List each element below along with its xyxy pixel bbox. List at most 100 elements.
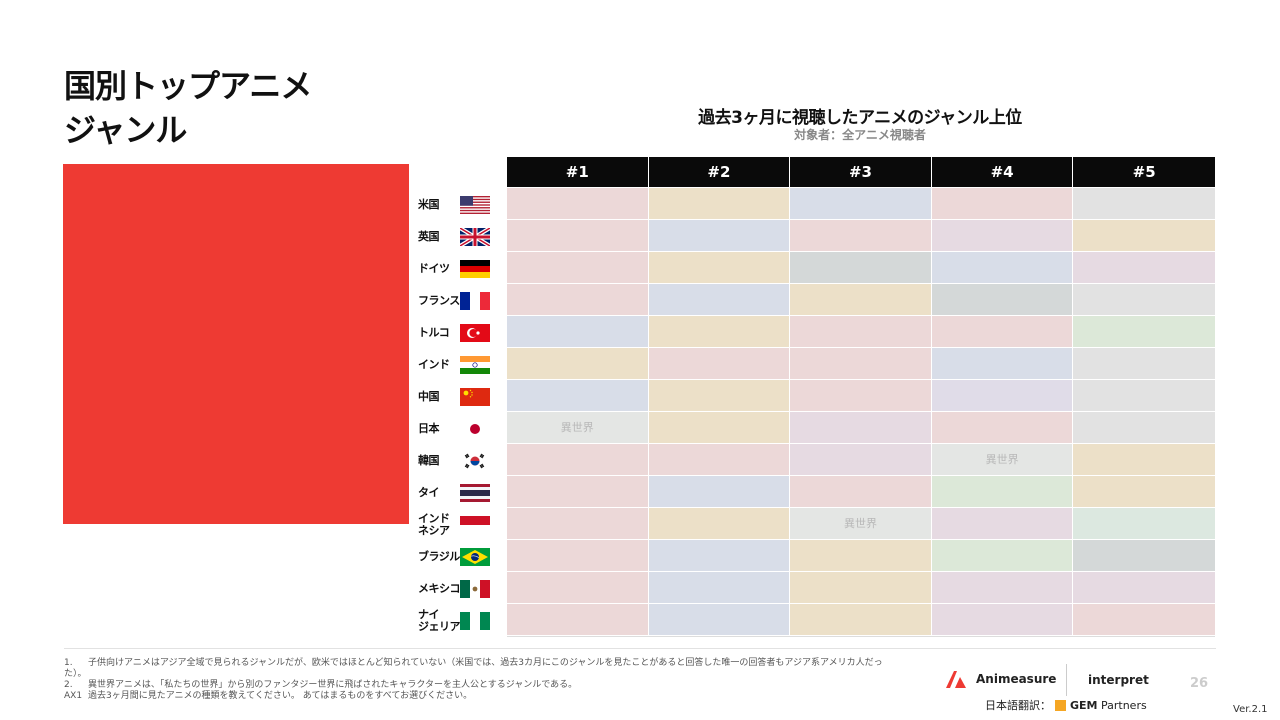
genre-cell <box>648 252 790 283</box>
india-flag-icon <box>460 356 490 374</box>
table-row <box>507 604 1215 635</box>
genre-cell <box>507 476 648 507</box>
genre-cell <box>1073 572 1215 603</box>
genre-cell <box>931 412 1073 443</box>
genre-cell <box>648 348 790 379</box>
genre-cell <box>790 284 931 315</box>
uk-flag-icon <box>460 228 490 246</box>
genre-cell <box>931 252 1073 283</box>
genre-cell <box>1073 220 1215 251</box>
gem-square-icon <box>1055 699 1066 711</box>
country-row: 日本 <box>418 415 502 443</box>
genre-cell <box>648 476 790 507</box>
country-row: 米国 <box>418 191 502 219</box>
table-row: 異世界 <box>507 508 1215 539</box>
country-row: ドイツ <box>418 255 502 283</box>
genre-cell <box>1073 444 1215 475</box>
genre-cell <box>648 412 790 443</box>
column-header-3: #3 <box>790 157 931 187</box>
genre-cell <box>507 572 648 603</box>
france-flag-icon <box>460 292 490 310</box>
country-name: メキシコ <box>418 582 461 595</box>
genre-cell <box>931 220 1073 251</box>
table-row <box>507 348 1215 379</box>
footnote-1: 1. 子供向けアニメはアジア全域で見られるジャンルだが、欧米ではほとんど知られてい… <box>64 658 883 679</box>
genre-cell <box>931 316 1073 347</box>
genre-cell <box>790 252 931 283</box>
grid-bottom-divider <box>507 636 1215 637</box>
genre-cell <box>648 572 790 603</box>
table-row <box>507 284 1215 315</box>
gem-wordmark: GEM <box>1070 698 1098 712</box>
country-row: ナイ ジェリア <box>418 607 502 635</box>
chart-title: 過去3ヶ月に視聴したアニメのジャンル上位 <box>698 108 1022 128</box>
column-header-1: #1 <box>507 157 648 187</box>
genre-cell <box>1073 316 1215 347</box>
genre-cell <box>1073 476 1215 507</box>
genre-grid: #1 #2 #3 #4 #5 異世界 異世界 異世界 <box>507 157 1215 635</box>
genre-cell <box>931 604 1073 635</box>
genre-cell <box>648 316 790 347</box>
nigeria-flag-icon <box>460 612 490 630</box>
genre-cell <box>790 316 931 347</box>
animeasure-logo: Animeasure <box>944 668 1056 690</box>
country-name: 日本 <box>418 422 440 435</box>
column-header-2: #2 <box>648 157 790 187</box>
genre-cell <box>507 508 648 539</box>
genre-cell <box>507 188 648 219</box>
table-row <box>507 316 1215 347</box>
logo-divider <box>1066 664 1067 696</box>
table-row <box>507 572 1215 603</box>
page-title: 国別トップアニメ ジャンル <box>64 64 312 152</box>
country-row: メキシコ <box>418 575 502 603</box>
translation-label: 日本語翻訳： <box>985 699 1051 712</box>
genre-cell <box>648 508 790 539</box>
grid-body: 異世界 異世界 異世界 <box>507 188 1215 635</box>
us-flag-icon <box>460 196 490 214</box>
mexico-flag-icon <box>460 580 490 598</box>
translation-credit: 日本語翻訳： GEM Partners <box>985 697 1147 713</box>
genre-cell <box>1073 540 1215 571</box>
country-row: 英国 <box>418 223 502 251</box>
country-row: タイ <box>418 479 502 507</box>
country-name: 米国 <box>418 198 440 211</box>
genre-cell: 異世界 <box>507 412 648 443</box>
column-header-5: #5 <box>1073 157 1215 187</box>
genre-cell <box>648 604 790 635</box>
genre-cell <box>790 572 931 603</box>
version-label: Ver.2.1 <box>1233 704 1268 715</box>
page-number: 26 <box>1190 676 1209 691</box>
chart-subtitle: 対象者：全アニメ視聴者 <box>794 128 926 142</box>
genre-cell: 異世界 <box>790 508 931 539</box>
genre-cell <box>790 220 931 251</box>
country-name: フランス <box>418 294 460 307</box>
genre-cell <box>1073 604 1215 635</box>
genre-cell <box>507 316 648 347</box>
genre-cell <box>507 348 648 379</box>
country-row: 韓国 <box>418 447 502 475</box>
genre-cell <box>931 348 1073 379</box>
genre-cell <box>648 284 790 315</box>
genre-cell <box>507 540 648 571</box>
partners-wordmark: Partners <box>1101 698 1147 712</box>
country-name: インド <box>418 358 450 371</box>
country-name: 韓国 <box>418 454 440 467</box>
genre-cell <box>507 284 648 315</box>
country-row: トルコ <box>418 319 502 347</box>
indonesia-flag-icon <box>460 516 490 534</box>
footer-divider <box>64 648 1216 649</box>
page-title-line1: 国別トップアニメ <box>64 67 312 105</box>
china-flag-icon <box>460 388 490 406</box>
accent-block <box>63 164 409 524</box>
japan-flag-icon <box>460 420 490 438</box>
korea-flag-icon <box>460 452 490 470</box>
genre-cell <box>1073 412 1215 443</box>
genre-cell <box>1073 252 1215 283</box>
genre-cell <box>1073 188 1215 219</box>
turkey-flag-icon <box>460 324 490 342</box>
country-name: 英国 <box>418 230 440 243</box>
grid-header: #1 #2 #3 #4 #5 <box>507 157 1215 187</box>
country-name: ブラジル <box>418 550 460 563</box>
country-row: 中国 <box>418 383 502 411</box>
genre-cell <box>648 444 790 475</box>
